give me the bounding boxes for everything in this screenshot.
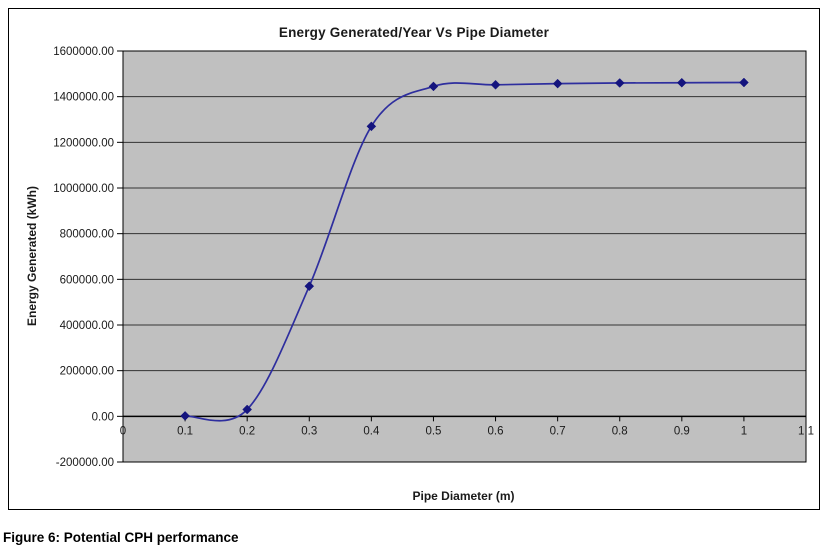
x-tick-label: 0.2 [239,425,255,437]
x-tick-label: 0.1 [177,425,193,437]
x-tick-label: 1 [741,425,747,437]
data-point-marker [490,79,501,90]
y-tick-label: 0.00 [92,411,114,423]
plot-border [122,50,807,463]
plot-area [123,51,806,462]
data-point-marker [614,78,625,88]
data-point-marker [180,411,190,421]
x-tick-label: 0.9 [674,425,690,437]
y-tick-label: 800000.00 [60,229,114,241]
y-tick-label: 1400000.00 [53,92,114,104]
y-tick-label: 400000.00 [60,320,114,332]
figure-caption: Figure 6: Potential CPH performance [3,530,239,545]
data-point-marker [242,404,253,415]
x-tick-label: 0.3 [301,425,317,437]
data-point-marker [739,77,749,88]
y-tick-label: 1000000.00 [53,183,114,195]
y-tick-label: 200000.00 [60,366,114,378]
x-tick-label: 0.6 [488,425,504,437]
chart-title: Energy Generated/Year Vs Pipe Diameter [278,25,550,40]
chart-frame: Energy Generated/Year Vs Pipe Diameter E… [8,8,820,510]
data-point-marker [366,121,377,132]
y-tick-label: 600000.00 [60,274,114,286]
plot-svg: -200000.00 0.00 200000.00 400000.00 600000.0… [53,46,814,469]
x-axis-title: Pipe Diameter (m) [412,489,515,503]
data-point-marker [428,81,439,92]
data-point-marker [552,78,563,89]
data-point-marker [304,281,315,292]
y-tick-label: 1600000.00 [53,46,114,58]
data-point-marker [676,77,687,88]
y-tick-label: -200000.00 [56,457,114,469]
y-tick-label: 1200000.00 [53,137,114,149]
x-tick-label: 1.1 [798,425,814,437]
x-tick-label: 0.5 [425,425,441,437]
x-tick-label: 0 [120,425,126,437]
x-tick-label: 0.8 [612,425,628,437]
x-tick-label: 0.7 [550,425,566,437]
x-tick-label: 0.4 [363,425,380,437]
